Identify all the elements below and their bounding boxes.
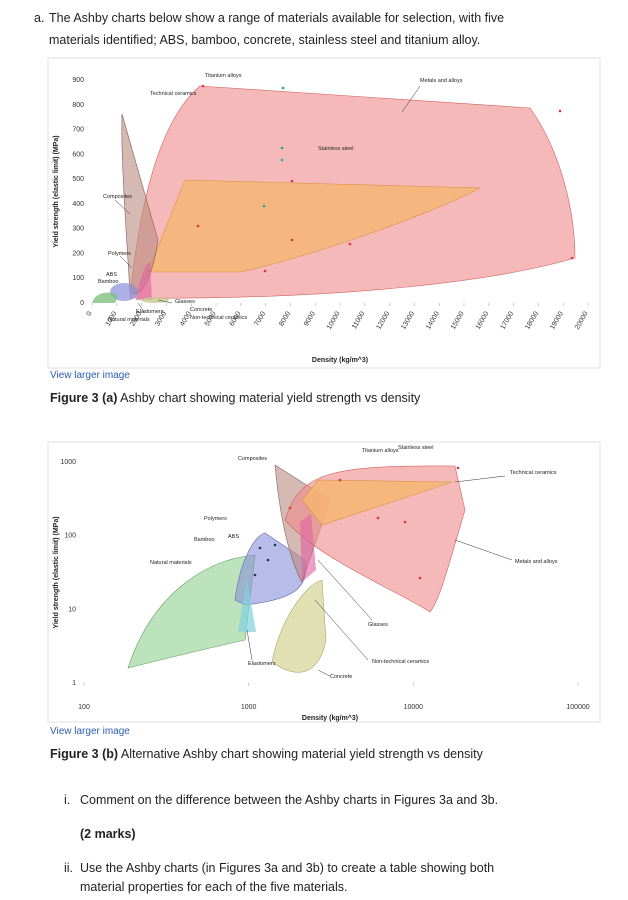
- x-tick-label: 10000: [404, 704, 424, 711]
- region: [238, 578, 256, 632]
- region-label: Titanium alloys: [205, 73, 242, 79]
- leaders: [114, 85, 421, 314]
- y-tick-label: 1000: [60, 459, 76, 466]
- region-label: Concrete: [190, 307, 212, 313]
- region-label: Composites: [238, 456, 267, 462]
- regions-b: [127, 464, 513, 677]
- regions-a: [92, 84, 576, 314]
- region: [121, 113, 159, 294]
- part-text: Use the Ashby charts (in Figures 3a and …: [80, 861, 495, 894]
- x-tick-label: 100: [78, 704, 90, 711]
- y-axis-title: Yield strength (elastic limit) (MPa): [53, 516, 60, 628]
- points: [262, 86, 285, 208]
- question-text: The Ashby charts below show a range of m…: [49, 11, 505, 47]
- region: [301, 479, 453, 526]
- region-label: Concrete: [330, 674, 352, 680]
- part-label: i.: [64, 793, 71, 807]
- x-tick-label: 0: [86, 310, 94, 317]
- view-link[interactable]: View larger image: [50, 726, 130, 737]
- region-label: Bamboo: [194, 537, 215, 543]
- points: [288, 466, 460, 580]
- region: [92, 292, 118, 303]
- y-tick-label: 0: [80, 300, 84, 307]
- region-label: Glasses: [175, 299, 195, 305]
- region-label: Non-technical ceramics: [372, 659, 429, 665]
- region-label: Stainless steel: [318, 146, 353, 152]
- y-tick-label: 800: [72, 102, 84, 109]
- y-tick-label: 10: [68, 606, 76, 613]
- region-label: ABS: [106, 272, 117, 278]
- region-label: Non-technical ceramics: [190, 315, 247, 321]
- y-tick-label: 200: [72, 250, 84, 257]
- question: a. The Ashby charts below show a range o…: [34, 7, 534, 51]
- region-label: Metals and alloys: [420, 78, 463, 84]
- y-tick-label: 100: [64, 533, 76, 540]
- part-text: Comment on the difference between the As…: [80, 793, 499, 807]
- region-label: Bamboo: [98, 279, 119, 285]
- leaders: [246, 475, 513, 677]
- region-label: Glasses: [368, 622, 388, 628]
- region-label: Natural materials: [150, 560, 192, 566]
- y-tick-label: 600: [72, 151, 84, 158]
- region-label: Metals and alloys: [515, 559, 558, 565]
- caption-text: Ashby chart showing material yield stren…: [120, 391, 421, 405]
- y-axis-title: Yield strength (elastic limit) (MPa): [53, 135, 60, 247]
- region: [147, 179, 482, 273]
- y-tick-label: 1: [72, 680, 76, 687]
- region-label: Technical ceramics: [150, 91, 197, 97]
- y-tick-label: 700: [72, 127, 84, 134]
- x-tick-label: 1000: [241, 704, 257, 711]
- y-tick-label: 400: [72, 201, 84, 208]
- caption-label: Figure 3 (a): [50, 391, 118, 405]
- region: [300, 514, 316, 582]
- points: [253, 543, 277, 577]
- region-label: ABS: [228, 534, 239, 540]
- x-axis-title: Density (kg/m^3): [302, 714, 358, 722]
- question-label: a.: [34, 11, 45, 25]
- region-label: Elastomers: [136, 309, 164, 315]
- region-label: Titanium alloys: [362, 448, 399, 454]
- region-label: Polymers: [204, 516, 227, 522]
- caption-text: Alternative Ashby chart showing material…: [120, 747, 483, 761]
- x-tick-label: 100000: [566, 704, 589, 711]
- y-tick-label: 300: [72, 226, 84, 233]
- x-axis-title: Density (kg/m^3): [312, 356, 368, 364]
- caption-label: Figure 3 (b): [50, 747, 119, 761]
- part: i. Comment on the difference between the…: [64, 791, 534, 810]
- region-label: Natural materials: [108, 317, 150, 323]
- region-label: Elastomers: [248, 661, 276, 667]
- region-label: Technical ceramics: [510, 470, 557, 476]
- region-label: Polymers: [108, 251, 131, 257]
- y-tick-label: 900: [72, 77, 84, 84]
- caption: Figure 3 (b) Alternative Ashby chart sho…: [50, 747, 483, 761]
- part-label: ii.: [64, 861, 74, 875]
- y-tick-label: 100: [72, 275, 84, 282]
- region-label: Composites: [103, 194, 132, 200]
- y-tick-label: 500: [72, 176, 84, 183]
- region: [271, 579, 327, 673]
- caption: Figure 3 (a) Ashby chart showing materia…: [50, 391, 420, 405]
- part: ii. Use the Ashby charts (in Figures 3a …: [64, 859, 534, 897]
- view-link[interactable]: View larger image: [50, 370, 130, 381]
- region-label: Stainless steel: [398, 445, 433, 451]
- marks: (2 marks): [80, 827, 136, 841]
- region: [141, 297, 169, 303]
- points: [196, 84, 574, 273]
- region: [136, 262, 152, 300]
